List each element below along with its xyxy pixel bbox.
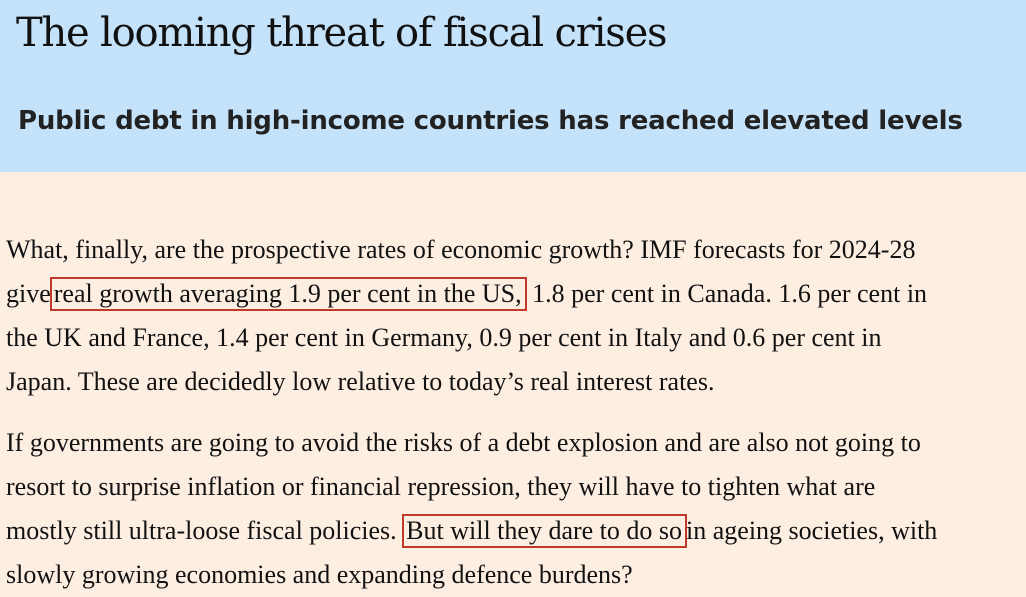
paragraph-line: mostly still ultra-loose fiscal policies… bbox=[6, 509, 1026, 553]
text-segment: 1.8 per cent in Canada. 1.6 per cent in bbox=[532, 279, 928, 308]
paragraph-line: resort to surprise inflation or financia… bbox=[6, 472, 876, 501]
article-header: The looming threat of fiscal crises Publ… bbox=[0, 0, 1026, 172]
article-subtitle: Public debt in high-income countries has… bbox=[18, 106, 963, 136]
paragraph-growth-rates: What, finally, are the prospective rates… bbox=[6, 228, 1026, 404]
paragraph-line: Japan. These are decidedly low relative … bbox=[6, 367, 715, 396]
highlighted-phrase: real growth averaging 1.9 per cent in th… bbox=[49, 277, 527, 311]
paragraph-line: give real growth averaging 1.9 per cent i… bbox=[6, 272, 1026, 316]
paragraph-line: the UK and France, 1.4 per cent in Germa… bbox=[6, 323, 882, 352]
paragraph-line: If governments are going to avoid the ri… bbox=[6, 428, 921, 457]
article-title: The looming threat of fiscal crises bbox=[16, 10, 668, 56]
text-segment: give bbox=[6, 279, 51, 308]
paragraph-line: What, finally, are the prospective rates… bbox=[6, 235, 916, 264]
text-segment: mostly still ultra-loose fiscal policies… bbox=[6, 516, 397, 545]
paragraph-line: slowly growing economies and expanding d… bbox=[6, 560, 633, 589]
text-segment: in ageing societies, with bbox=[686, 516, 938, 545]
paragraph-fiscal-policy: If governments are going to avoid the ri… bbox=[6, 421, 1026, 597]
highlighted-phrase: But will they dare to do so bbox=[402, 514, 688, 548]
